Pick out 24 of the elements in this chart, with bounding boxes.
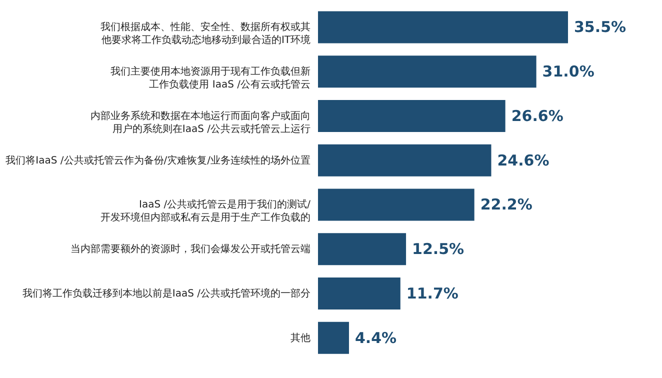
data-label: 31.0% bbox=[542, 62, 594, 81]
bar bbox=[318, 11, 568, 44]
y-tick-label: 我们根据成本、性能、安全性、数据所有权或其他要求将工作负载动态地移动到最合适的IT环境 bbox=[100, 21, 310, 46]
data-label: 11.7% bbox=[406, 284, 458, 302]
y-tick-label: 我们将IaaS /公共或托管云作为备份/灾难恢复/业务连续性的场外位置 bbox=[6, 154, 310, 166]
y-tick-label: 内部业务系统和数据在本地运行而面向客户或面向用户的系统则在IaaS /公共云或托管云上运行 bbox=[90, 110, 310, 135]
bar bbox=[318, 188, 474, 221]
y-tick-label: 其他 bbox=[290, 332, 310, 344]
bar bbox=[318, 233, 406, 266]
data-label: 22.2% bbox=[480, 196, 532, 214]
bar bbox=[318, 144, 492, 176]
y-tick-label: IaaS /公共或托管云是用于我们的测试/开发环境但内部或私有云是用于生产工作负载的 bbox=[100, 198, 312, 224]
bar bbox=[318, 100, 506, 132]
bar bbox=[318, 322, 349, 354]
bar bbox=[318, 56, 536, 88]
y-tick-label: 我们将工作负载迁移到本地以前是IaaS /公共或托管环境的一部分 bbox=[22, 287, 310, 300]
data-label: 4.4% bbox=[354, 328, 397, 347]
data-label: 12.5% bbox=[412, 240, 464, 258]
data-label: 24.6% bbox=[497, 151, 550, 170]
bar bbox=[318, 277, 400, 310]
y-tick-label: 当内部需要额外的资源时，我们会爆发公开或托管云端 bbox=[70, 243, 310, 256]
data-label: 35.5% bbox=[574, 18, 626, 36]
y-tick-label: 我们主要使用本地资源用于现有工作负载但新工作负载使用 IaaS /公有云或托管云 bbox=[110, 66, 310, 91]
data-label: 26.6% bbox=[511, 106, 564, 125]
